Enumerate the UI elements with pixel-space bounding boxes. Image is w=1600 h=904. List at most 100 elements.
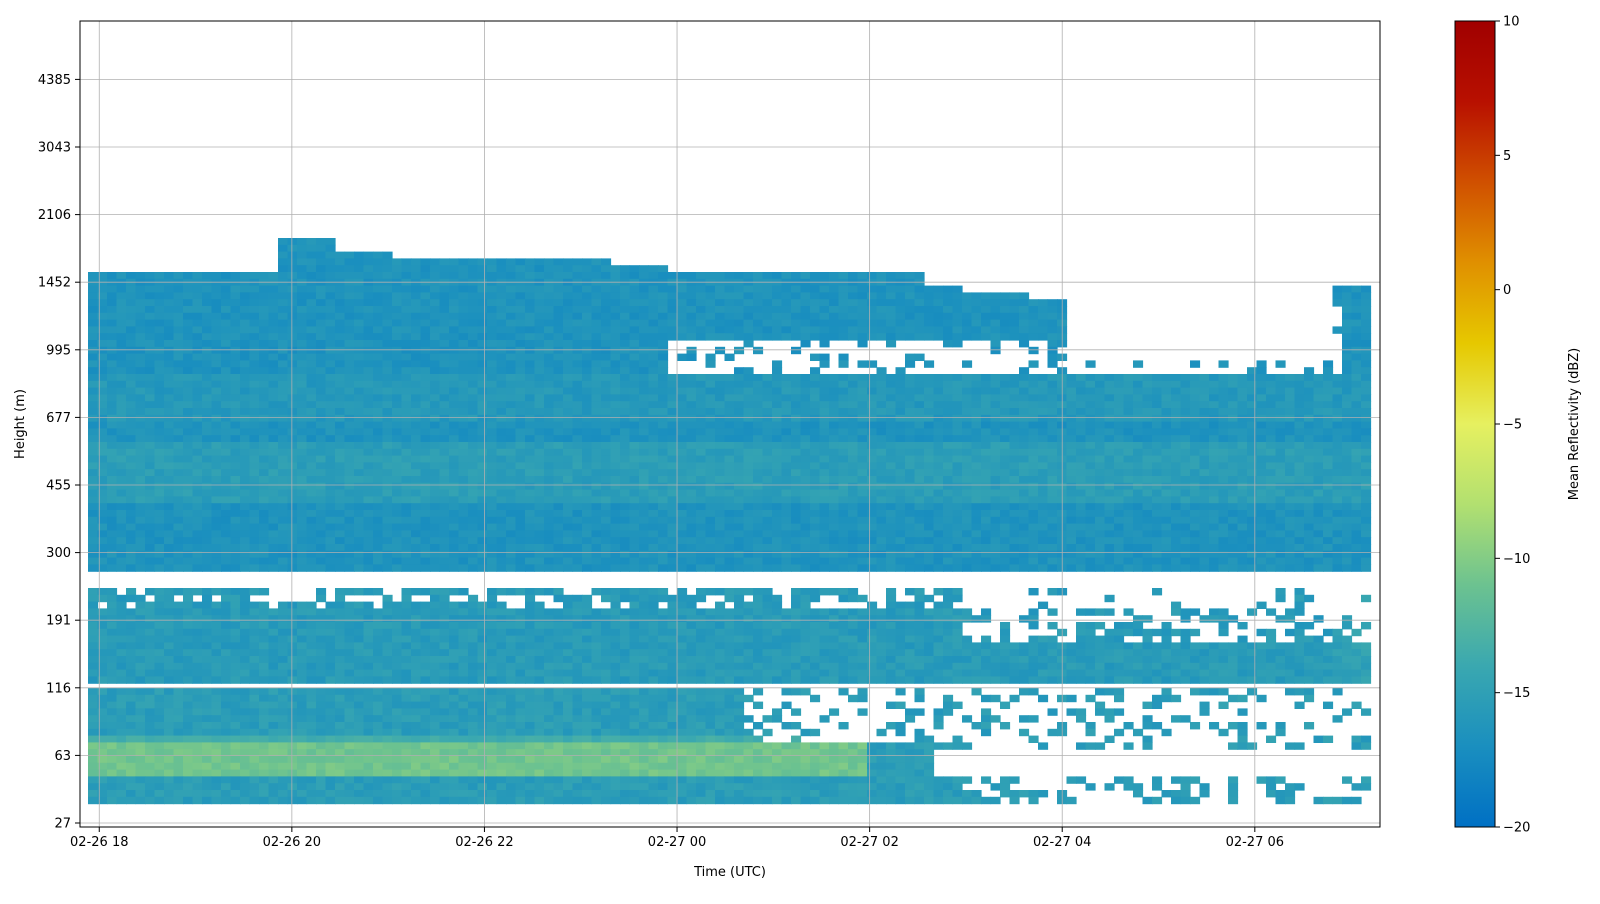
heatmap-cell [782, 524, 792, 531]
heatmap-cell [126, 388, 136, 395]
heatmap-cell [725, 428, 735, 435]
heatmap-cell [896, 306, 906, 313]
heatmap-cell [449, 537, 459, 544]
heatmap-cell [221, 469, 231, 476]
heatmap-cell [1209, 401, 1219, 408]
heatmap-cell [1238, 537, 1248, 544]
heatmap-cell [1171, 503, 1181, 510]
heatmap-cell [972, 299, 982, 306]
heatmap-cell [307, 340, 317, 347]
heatmap-cell [316, 415, 326, 422]
heatmap-cell [468, 272, 478, 279]
heatmap-cell [820, 476, 830, 483]
heatmap-cell [1352, 388, 1362, 395]
heatmap-cell [877, 422, 887, 429]
heatmap-cell [601, 476, 611, 483]
heatmap-cell [1029, 320, 1039, 327]
heatmap-cell [981, 313, 991, 320]
heatmap-cell [221, 456, 231, 463]
heatmap-cell [1114, 483, 1124, 490]
heatmap-cell [715, 483, 725, 490]
heatmap-cell [487, 292, 497, 299]
heatmap-cell [630, 490, 640, 497]
heatmap-cell [582, 517, 592, 524]
heatmap-cell [573, 449, 583, 456]
heatmap-cell [791, 517, 801, 524]
heatmap-cell [544, 306, 554, 313]
heatmap-cell [734, 510, 744, 517]
heatmap-cell [1314, 517, 1324, 524]
heatmap-cell [316, 530, 326, 537]
heatmap-cell [972, 469, 982, 476]
heatmap-cell [962, 483, 972, 490]
heatmap-cell [421, 496, 431, 503]
heatmap-cell [772, 530, 782, 537]
heatmap-cell [174, 320, 184, 327]
heatmap-cell [924, 299, 934, 306]
heatmap-cell [658, 469, 668, 476]
heatmap-cell [677, 496, 687, 503]
heatmap-cell [364, 422, 374, 429]
heatmap-cell [383, 394, 393, 401]
heatmap-cell [934, 483, 944, 490]
heatmap-cell [592, 272, 602, 279]
heatmap-cell [1124, 496, 1134, 503]
heatmap-cell [421, 517, 431, 524]
heatmap-cell [1276, 381, 1286, 388]
heatmap-cell [848, 272, 858, 279]
heatmap-cell [725, 537, 735, 544]
heatmap-cell [991, 449, 1001, 456]
heatmap-cell [411, 449, 421, 456]
heatmap-cell [354, 435, 364, 442]
heatmap-cell [829, 394, 839, 401]
heatmap-cell [1076, 381, 1086, 388]
heatmap-cell [1257, 415, 1267, 422]
heatmap-cell [991, 394, 1001, 401]
heatmap-cell [88, 354, 98, 361]
heatmap-cell [563, 490, 573, 497]
heatmap-cell [1361, 476, 1371, 483]
heatmap-cell [1114, 524, 1124, 531]
heatmap-cell [535, 381, 545, 388]
heatmap-cell [1276, 442, 1286, 449]
heatmap-cell [972, 476, 982, 483]
heatmap-cell [155, 435, 165, 442]
heatmap-cell [1352, 490, 1362, 497]
heatmap-cell [810, 333, 820, 340]
heatmap-cell [1228, 469, 1238, 476]
heatmap-cell [440, 347, 450, 354]
heatmap-cell [782, 476, 792, 483]
heatmap-cell [753, 435, 763, 442]
heatmap-cell [1314, 449, 1324, 456]
heatmap-cell [544, 469, 554, 476]
heatmap-cell [943, 456, 953, 463]
heatmap-cell [183, 299, 193, 306]
heatmap-cell [354, 292, 364, 299]
heatmap-cell [487, 537, 497, 544]
heatmap-cell [487, 524, 497, 531]
heatmap-cell [316, 510, 326, 517]
heatmap-cell [972, 388, 982, 395]
heatmap-cell [1257, 456, 1267, 463]
heatmap-cell [1029, 428, 1039, 435]
heatmap-cell [991, 503, 1001, 510]
heatmap-cell [117, 326, 127, 333]
heatmap-cell [858, 408, 868, 415]
heatmap-cell [449, 286, 459, 293]
heatmap-cell [924, 442, 934, 449]
heatmap-cell [440, 286, 450, 293]
heatmap-cell [250, 347, 260, 354]
heatmap-cell [383, 286, 393, 293]
heatmap-cell [449, 360, 459, 367]
heatmap-cell [639, 428, 649, 435]
heatmap-cell [221, 374, 231, 381]
heatmap-cell [582, 340, 592, 347]
heatmap-cell [563, 326, 573, 333]
heatmap-cell [1086, 449, 1096, 456]
heatmap-cell [886, 428, 896, 435]
heatmap-cell [516, 320, 526, 327]
heatmap-cell [1076, 422, 1086, 429]
heatmap-cell [278, 313, 288, 320]
heatmap-cell [886, 333, 896, 340]
heatmap-cell [1304, 462, 1314, 469]
